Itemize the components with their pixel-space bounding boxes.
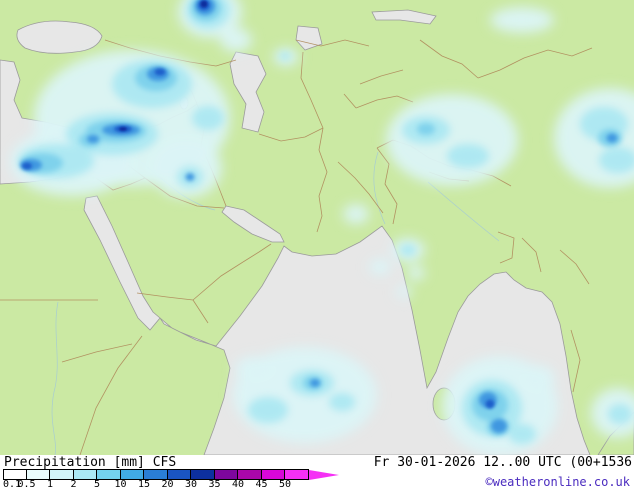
footer-bar: Precipitation [mm] CFS Fr 30-01-2026 12.… — [0, 455, 634, 490]
legend-tick: 45 — [255, 479, 268, 490]
legend-segment — [120, 469, 144, 480]
legend-segment — [167, 469, 191, 480]
legend-tick: 15 — [137, 479, 151, 490]
legend-segment — [73, 469, 97, 480]
map-canvas — [0, 0, 634, 455]
legend-segment — [26, 469, 50, 480]
legend-arrow-icon — [308, 469, 339, 480]
legend-tick: 10 — [114, 479, 127, 490]
precipitation-layer — [10, 0, 634, 455]
aral-sea — [295, 25, 323, 51]
legend-segment — [214, 469, 238, 480]
persian-gulf — [221, 205, 285, 243]
legend-tick: 35 — [208, 479, 221, 490]
legend-tick: 50 — [278, 479, 292, 490]
forecast-datetime: Fr 30-01-2026 12..00 UTC (00+1536 — [373, 455, 632, 470]
copyright-label: ©weatheronline.co.uk — [485, 475, 631, 489]
legend-tick: 2 — [70, 479, 77, 490]
legend-scale — [3, 469, 339, 480]
legend-tick: 5 — [93, 479, 101, 490]
legend-ticks: 0.1 0.5 1 2 5 10 15 20 30 35 40 45 50 — [3, 480, 323, 490]
legend-segment — [261, 469, 285, 480]
legend-segment — [97, 469, 121, 480]
legend-tick: 0.1 — [3, 479, 22, 490]
legend-tick: 30 — [184, 479, 198, 490]
legend-segment — [144, 469, 168, 480]
lake-balkhash — [371, 9, 437, 25]
legend-segment — [3, 469, 27, 480]
legend-segment — [238, 469, 262, 480]
black-sea — [16, 20, 103, 54]
legend-tick: 0.5 — [17, 479, 36, 490]
caspian-sea — [229, 51, 267, 133]
legend-tick: 40 — [231, 479, 245, 490]
legend-segment — [50, 469, 74, 480]
legend-segment — [285, 469, 309, 480]
legend-tick: 1 — [46, 479, 54, 490]
legend-segment — [191, 469, 215, 480]
precipitation-map — [0, 0, 634, 455]
parameter-title: Precipitation [mm] CFS — [4, 455, 177, 470]
legend-tick: 20 — [161, 479, 174, 490]
